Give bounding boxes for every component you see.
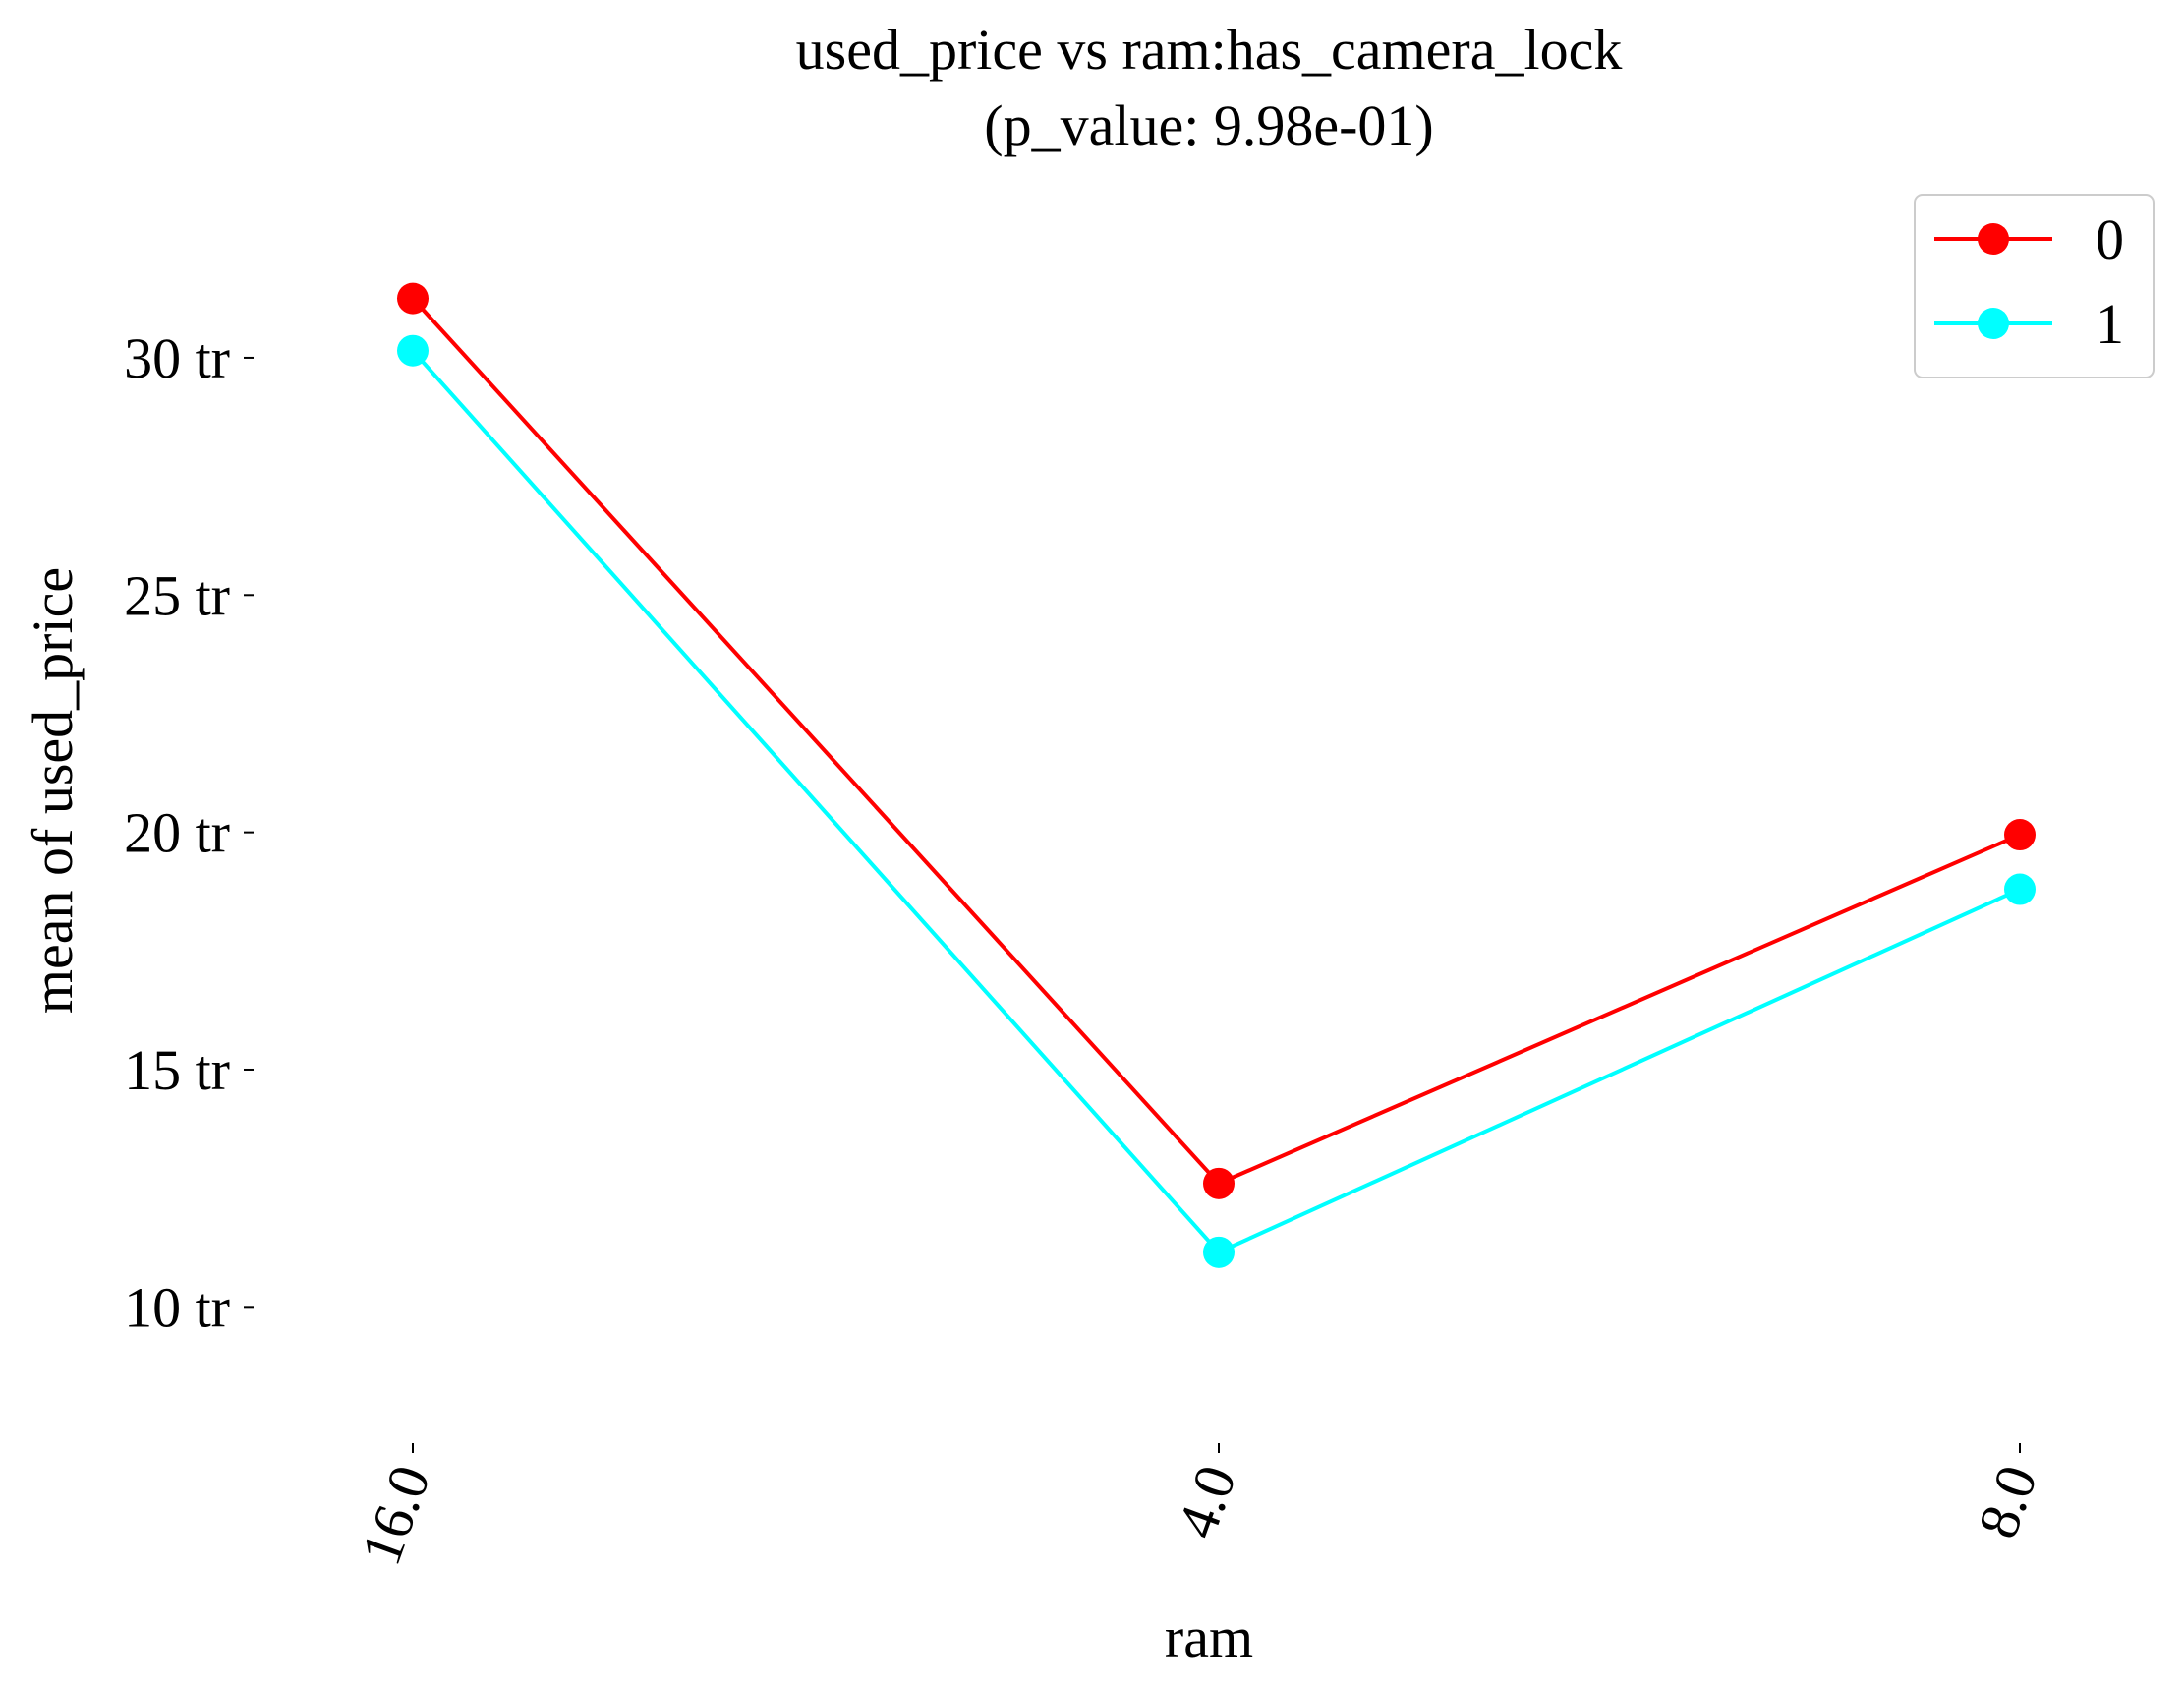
data-point bbox=[1203, 1167, 1235, 1199]
x-axis-label: ram bbox=[1165, 1605, 1253, 1669]
y-axis-label: mean of used_price bbox=[21, 567, 85, 1014]
y-axis-ticks: 10 tr 15 tr 20 tr 25 tr 30 tr bbox=[124, 326, 254, 1339]
data-point bbox=[397, 334, 429, 367]
data-point bbox=[2004, 873, 2036, 905]
y-tick-label: 10 tr bbox=[124, 1275, 230, 1339]
y-tick-label: 25 tr bbox=[124, 563, 230, 627]
legend-item: 1 bbox=[1934, 292, 2124, 356]
legend-marker bbox=[1978, 308, 2009, 339]
legend-label: 0 bbox=[2096, 207, 2124, 271]
legend-marker bbox=[1978, 223, 2009, 255]
data-point bbox=[397, 282, 429, 315]
data-point bbox=[2004, 819, 2036, 851]
series-layer bbox=[397, 282, 2036, 1268]
series-0 bbox=[397, 282, 2036, 1199]
chart-subtitle: (p_value: 9.98e-01) bbox=[984, 93, 1433, 157]
x-tick-label: 8.0 bbox=[1965, 1457, 2049, 1545]
series-line bbox=[411, 349, 2021, 1255]
y-tick-label: 30 tr bbox=[124, 326, 230, 390]
x-tick-label: 4.0 bbox=[1164, 1457, 1248, 1545]
series-line bbox=[411, 297, 2021, 1187]
series-1 bbox=[397, 334, 2036, 1268]
x-axis-ticks: 16.0 4.0 8.0 bbox=[348, 1443, 2049, 1573]
y-tick-label: 20 tr bbox=[124, 801, 230, 865]
data-point bbox=[1203, 1236, 1235, 1268]
legend-label: 1 bbox=[2096, 292, 2124, 356]
x-tick-label: 16.0 bbox=[348, 1457, 442, 1573]
chart-title: used_price vs ram:has_camera_lock bbox=[796, 18, 1623, 82]
legend: 01 bbox=[1914, 194, 2155, 378]
legend-item: 0 bbox=[1934, 207, 2124, 271]
y-tick-label: 15 tr bbox=[124, 1038, 230, 1102]
